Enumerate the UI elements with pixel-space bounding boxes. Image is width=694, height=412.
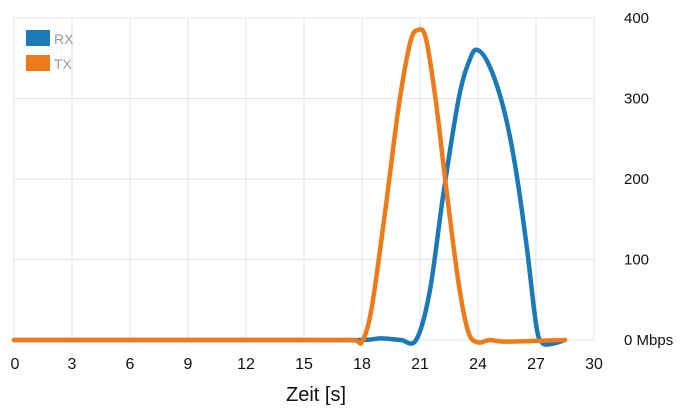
legend-swatch-tx	[26, 55, 50, 71]
y-tick-label: 200	[624, 171, 649, 188]
x-tick-label: 9	[184, 356, 193, 373]
y-tick-label: 400	[624, 10, 649, 27]
x-tick-label: 27	[527, 356, 545, 373]
y-tick-label: 0 Mbps	[624, 332, 673, 349]
x-tick-label: 15	[295, 356, 313, 373]
y-tick-label: 300	[624, 91, 649, 108]
x-tick-label: 0	[11, 356, 20, 373]
x-axis-label: Zeit [s]	[286, 384, 346, 406]
legend: RX TX	[26, 30, 74, 72]
x-axis-ticks: 0 3 6 9 12 15 18 21 24 27 30	[11, 356, 603, 373]
x-tick-label: 3	[68, 356, 77, 373]
series-line-tx	[11, 27, 568, 346]
y-tick-label: 100	[624, 252, 649, 269]
series-layer	[11, 27, 568, 347]
grid	[13, 17, 595, 341]
legend-label-rx: RX	[54, 31, 74, 47]
legend-label-tx: TX	[54, 56, 73, 72]
x-tick-label: 18	[353, 356, 371, 373]
legend-swatch-rx	[26, 30, 50, 46]
x-tick-label: 6	[126, 356, 135, 373]
x-tick-label: 24	[469, 356, 487, 373]
x-tick-label: 12	[237, 356, 255, 373]
series-line-rx	[11, 47, 568, 347]
x-tick-label: 30	[585, 356, 603, 373]
x-tick-label: 21	[411, 356, 429, 373]
y-axis-ticks: 0 Mbps 100 200 300 400	[624, 10, 673, 349]
